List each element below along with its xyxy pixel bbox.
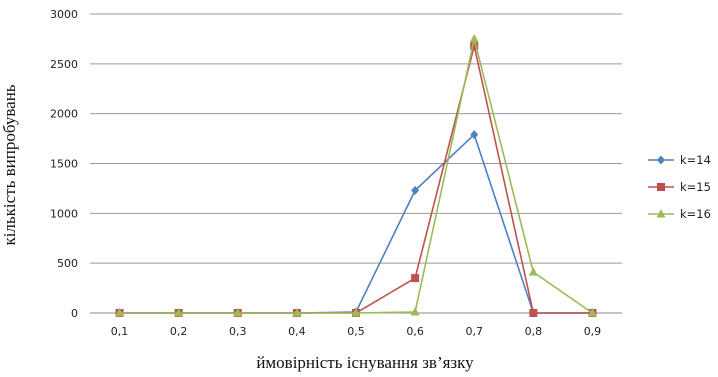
data-point-k=16 [528, 267, 538, 276]
legend-marker [657, 155, 665, 165]
x-tick-label: 0,3 [229, 325, 247, 338]
y-axis-ticks: 0 500 1000 1500 2000 2500 3000 [50, 8, 78, 320]
legend-label: k=14 [680, 153, 711, 167]
y-tick-label: 2000 [50, 108, 78, 121]
y-tick-label: 0 [71, 307, 78, 320]
series-k=15 [115, 41, 597, 317]
x-tick-label: 0,7 [465, 325, 483, 338]
legend: k=14 k=15 k=16 [648, 153, 711, 221]
y-tick-label: 3000 [50, 8, 78, 21]
data-point-k=16 [469, 33, 479, 43]
x-tick-label: 0,2 [170, 325, 188, 338]
legend-label: k=16 [680, 207, 711, 221]
x-tick-label: 0,5 [347, 325, 365, 338]
legend-marker [657, 183, 665, 191]
legend-marker [656, 209, 666, 218]
data-point-k=16 [587, 308, 597, 317]
series-k=16 [115, 33, 597, 317]
data-point-k=14 [470, 130, 479, 140]
data-point-k=15 [529, 309, 538, 317]
x-tick-label: 0,4 [288, 325, 306, 338]
data-point-k=16 [410, 307, 420, 316]
x-axis-ticks: 0,1 0,2 0,3 0,4 0,5 0,6 0,7 0,8 0,9 [111, 325, 601, 338]
y-tick-label: 500 [57, 257, 78, 270]
series-k=14 [115, 130, 597, 318]
legend-item-k=15: k=15 [648, 180, 711, 194]
legend-item-k=16: k=16 [648, 207, 711, 221]
x-axis-title: ймовірність існування зв’язку [256, 353, 474, 372]
data-point-k=16 [115, 308, 125, 317]
x-tick-label: 0,1 [111, 325, 129, 338]
x-tick-label: 0,9 [584, 325, 602, 338]
series-group [115, 33, 597, 318]
data-point-k=16 [292, 308, 302, 317]
data-point-k=15 [411, 274, 420, 283]
x-tick-label: 0,6 [406, 325, 424, 338]
y-axis-title: кількість випробувань [0, 84, 19, 245]
x-tick-label: 0,8 [525, 325, 543, 338]
y-tick-label: 1500 [50, 158, 78, 171]
data-point-k=16 [174, 308, 184, 317]
data-point-k=16 [351, 308, 361, 317]
y-tick-label: 2500 [50, 58, 78, 71]
gridlines [90, 13, 622, 314]
legend-label: k=15 [680, 180, 711, 194]
series-line-k=16 [119, 38, 593, 314]
legend-item-k=14: k=14 [648, 153, 711, 167]
y-tick-label: 1000 [50, 207, 78, 220]
data-point-k=15 [470, 41, 479, 50]
data-point-k=16 [233, 308, 243, 317]
data-point-k=14 [411, 185, 420, 195]
series-line-k=15 [119, 45, 593, 314]
